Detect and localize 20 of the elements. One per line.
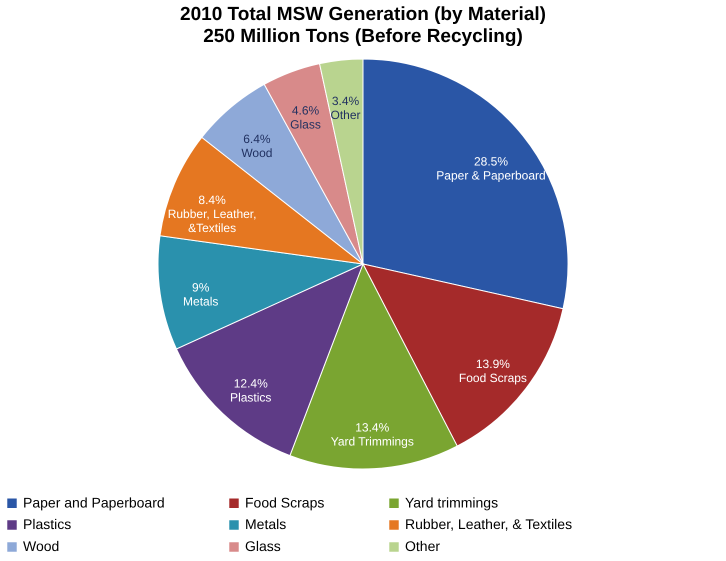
legend-label: Rubber, Leather, & Textiles xyxy=(405,516,572,532)
chart-subtitle: 250 Million Tons (Before Recycling) xyxy=(203,26,523,47)
data-label: 12.4% Plastics xyxy=(230,376,272,405)
legend-label: Plastics xyxy=(23,516,72,532)
legend-label: Other xyxy=(405,538,440,554)
data-label: 6.4% Wood xyxy=(241,132,272,160)
data-label: 13.9% Food Scraps xyxy=(458,357,527,386)
legend-label: Wood xyxy=(23,538,60,554)
legend-label: Food Scraps xyxy=(245,494,324,510)
data-label: 3.4% Other xyxy=(330,94,361,122)
legend-label: Metals xyxy=(245,516,286,532)
legend-label: Yard trimmings xyxy=(405,494,498,510)
data-label: 13.4% Yard Trimmings xyxy=(330,420,414,449)
data-label: 8.4% Rubber, Leather, &Textiles xyxy=(168,192,256,235)
legend-label: Paper and Paperboard xyxy=(23,494,165,510)
data-label: 28.5% Paper & Paperboard xyxy=(436,154,546,182)
data-label: 4.6% Glass xyxy=(290,103,321,132)
chart-title: 2010 Total MSW Generation (by Material) xyxy=(180,4,546,25)
legend-label: Glass xyxy=(245,538,281,554)
data-label: 9% Metals xyxy=(183,280,218,309)
